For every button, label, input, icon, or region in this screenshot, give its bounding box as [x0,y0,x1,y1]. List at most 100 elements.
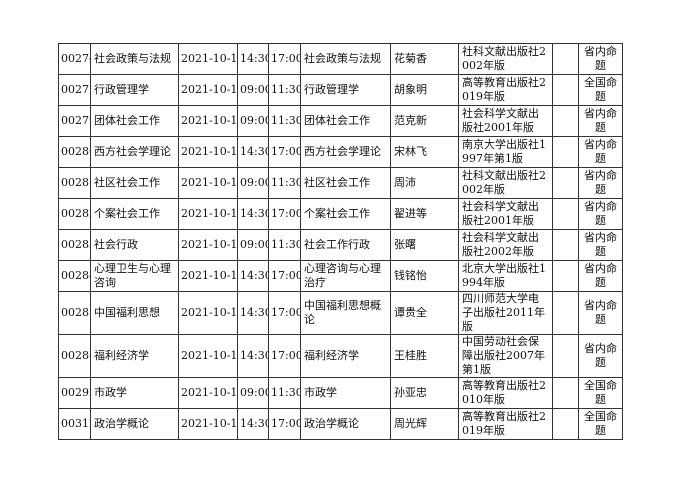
course-code-cell: 00286 [58,334,91,378]
course-code-cell: 00285 [58,291,91,335]
textbook-cell: 市政学 [300,377,391,409]
start-time-cell: 14:30 [237,334,269,378]
table-row: 00284心理卫生与心理咨询2021-10-1614:3017:00心理咨询与心… [58,260,623,292]
table-row: 00283社会行政2021-10-1709:0011:30社会工作行政张曙社会科… [58,229,623,261]
start-time-cell: 14:30 [237,43,269,75]
author-cell: 张曙 [390,229,459,261]
publisher-cell: 高等教育出版社2019年版 [458,408,553,440]
remark-cell [552,408,579,440]
course-name-cell: 政治学概论 [90,408,179,440]
remark-cell [552,260,579,292]
start-time-cell: 14:30 [237,260,269,292]
start-time-cell: 14:30 [237,291,269,335]
start-time-cell: 09:00 [237,167,269,199]
course-code-cell: 00279 [58,105,91,137]
remark-cell [552,74,579,106]
course-name-cell: 西方社会学理论 [90,136,179,168]
author-cell: 范克新 [390,105,459,137]
end-time-cell: 17:00 [268,408,301,440]
course-name-cell: 中国福利思想 [90,291,179,335]
textbook-cell: 心理咨询与心理治疗 [300,260,391,292]
remark-cell [552,334,579,378]
course-code-cell: 00292 [58,377,91,409]
remark-cell [552,291,579,335]
course-name-cell: 社会行政 [90,229,179,261]
textbook-cell: 个案社会工作 [300,198,391,230]
course-name-cell: 社会政策与法规 [90,43,179,75]
exam-date-cell: 2021-10-17 [178,229,238,261]
table-row: 00280西方社会学理论2021-10-1614:3017:00西方社会学理论宋… [58,136,623,168]
author-cell: 胡象明 [390,74,459,106]
course-code-cell: 00277 [58,74,91,106]
publisher-cell: 社会科学文献出版社2001年版 [458,198,553,230]
exam-type-cell: 省内命题 [578,260,623,292]
publisher-cell: 社会科学文献出版社2001年版 [458,105,553,137]
course-name-cell: 团体社会工作 [90,105,179,137]
exam-type-cell: 省内命题 [578,43,623,75]
course-name-cell: 福利经济学 [90,334,179,378]
course-code-cell: 00284 [58,260,91,292]
publisher-cell: 四川师范大学电子出版社2011年版 [458,291,553,335]
remark-cell [552,198,579,230]
exam-type-cell: 全国命题 [578,377,623,409]
end-time-cell: 17:00 [268,198,301,230]
start-time-cell: 09:00 [237,105,269,137]
author-cell: 钱铭怡 [390,260,459,292]
exam-type-cell: 省内命题 [578,334,623,378]
exam-schedule-table: 00274社会政策与法规2021-10-1614:3017:00社会政策与法规花… [58,43,623,440]
course-name-cell: 市政学 [90,377,179,409]
table-row: 00292市政学2021-10-1609:0011:30市政学孙亚忠高等教育出版… [58,377,623,409]
publisher-cell: 社科文献出版社2002年版 [458,43,553,75]
course-code-cell: 00280 [58,136,91,168]
end-time-cell: 11:30 [268,377,301,409]
exam-type-cell: 省内命题 [578,136,623,168]
end-time-cell: 17:00 [268,43,301,75]
textbook-cell: 社会政策与法规 [300,43,391,75]
author-cell: 宋林飞 [390,136,459,168]
end-time-cell: 17:00 [268,291,301,335]
start-time-cell: 14:30 [237,198,269,230]
course-name-cell: 行政管理学 [90,74,179,106]
end-time-cell: 11:30 [268,74,301,106]
remark-cell [552,105,579,137]
author-cell: 花菊香 [390,43,459,75]
table-row: 00281社区社会工作2021-10-1609:0011:30社区社会工作周沛社… [58,167,623,199]
end-time-cell: 11:30 [268,105,301,137]
start-time-cell: 09:00 [237,377,269,409]
table-row: 00279团体社会工作2021-10-1609:0011:30团体社会工作范克新… [58,105,623,137]
course-name-cell: 社区社会工作 [90,167,179,199]
exam-date-cell: 2021-10-16 [178,136,238,168]
start-time-cell: 09:00 [237,74,269,106]
exam-type-cell: 全国命题 [578,408,623,440]
remark-cell [552,229,579,261]
exam-date-cell: 2021-10-17 [178,408,238,440]
course-code-cell: 00274 [58,43,91,75]
publisher-cell: 社会科学文献出版社2002年版 [458,229,553,261]
textbook-cell: 社区社会工作 [300,167,391,199]
author-cell: 周沛 [390,167,459,199]
publisher-cell: 高等教育出版社2019年版 [458,74,553,106]
end-time-cell: 17:00 [268,334,301,378]
exam-date-cell: 2021-10-16 [178,43,238,75]
textbook-cell: 行政管理学 [300,74,391,106]
remark-cell [552,136,579,168]
end-time-cell: 11:30 [268,167,301,199]
exam-type-cell: 全国命题 [578,74,623,106]
exam-type-cell: 省内命题 [578,291,623,335]
table-row: 00286福利经济学2021-10-1714:3017:00福利经济学王桂胜中国… [58,334,623,378]
course-code-cell: 00282 [58,198,91,230]
textbook-cell: 西方社会学理论 [300,136,391,168]
exam-type-cell: 省内命题 [578,229,623,261]
author-cell: 王桂胜 [390,334,459,378]
exam-date-cell: 2021-10-16 [178,198,238,230]
publisher-cell: 南京大学出版社1997年第1版 [458,136,553,168]
author-cell: 周光辉 [390,408,459,440]
author-cell: 翟进等 [390,198,459,230]
publisher-cell: 高等教育出版社2010年版 [458,377,553,409]
start-time-cell: 14:30 [237,408,269,440]
start-time-cell: 09:00 [237,229,269,261]
textbook-cell: 政治学概论 [300,408,391,440]
end-time-cell: 11:30 [268,229,301,261]
exam-type-cell: 省内命题 [578,167,623,199]
start-time-cell: 14:30 [237,136,269,168]
